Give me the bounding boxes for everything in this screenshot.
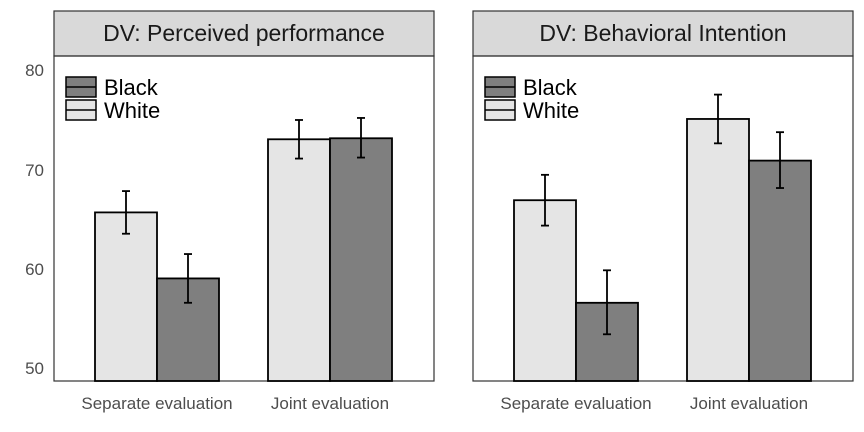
y-tick-label: 70 (25, 161, 44, 180)
error-bar-black (184, 253, 192, 304)
bar-white (513, 199, 577, 382)
x-tick-label: Joint evaluation (690, 394, 808, 413)
error-bar-black (776, 131, 784, 189)
x-tick-label: Separate evaluation (81, 394, 232, 413)
y-tick-label: 80 (25, 61, 44, 80)
x-tick-label: Separate evaluation (500, 394, 651, 413)
y-tick-label: 60 (25, 260, 44, 279)
legend-label-white: White (523, 98, 579, 123)
y-tick-label: 50 (25, 359, 44, 378)
error-bar-black (357, 117, 365, 159)
x-tick-label: Joint evaluation (271, 394, 389, 413)
panel-border (53, 55, 435, 382)
bar-black (329, 137, 393, 382)
bar-black (748, 159, 812, 382)
legend-label-black: Black (523, 75, 578, 100)
error-bar-white (122, 190, 130, 235)
bar-white (686, 118, 750, 382)
error-bar-white (714, 93, 722, 145)
panel-border (472, 55, 854, 382)
error-bar-black (603, 269, 611, 336)
legend: Black White (65, 75, 160, 123)
panel-strip (53, 10, 435, 57)
bar-white (94, 211, 158, 382)
panel-perceived-performance: DV: Perceived performance Black White Se… (53, 10, 435, 413)
bar-white (267, 138, 331, 382)
legend: Black White (484, 75, 579, 123)
error-bar-white (541, 173, 549, 227)
panel-title: DV: Behavioral Intention (539, 20, 786, 46)
legend-label-black: Black (104, 75, 159, 100)
error-bar-white (295, 119, 303, 160)
legend-label-white: White (104, 98, 160, 123)
y-axis: 50 60 70 80 (25, 61, 44, 378)
panel-marks (94, 117, 393, 382)
panel-strip (472, 10, 854, 57)
panel-behavioral-intention: DV: Behavioral Intention Black White Sep… (472, 10, 854, 413)
panel-marks (513, 93, 812, 382)
panel-title: DV: Perceived performance (103, 20, 385, 46)
